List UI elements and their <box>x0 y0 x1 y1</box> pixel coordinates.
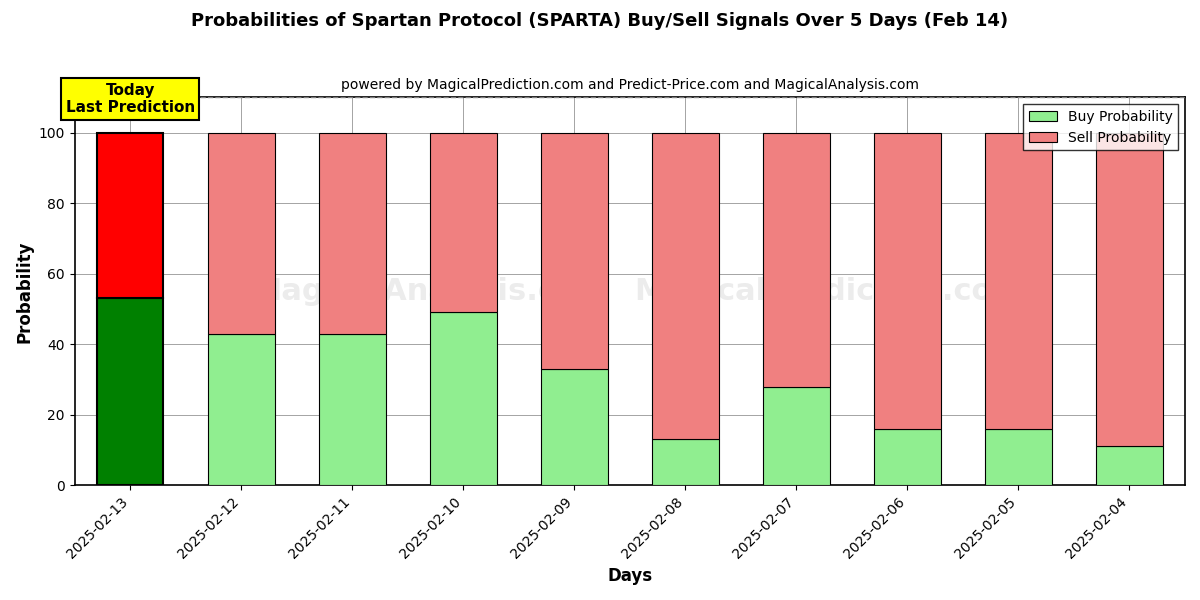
Bar <box>541 369 607 485</box>
Bar <box>874 133 941 429</box>
Bar <box>985 133 1051 429</box>
Bar <box>208 133 275 334</box>
Bar <box>319 334 385 485</box>
Bar <box>97 133 163 298</box>
Text: MagicalPrediction.com: MagicalPrediction.com <box>635 277 1025 306</box>
Text: MagicalAnalysis.com: MagicalAnalysis.com <box>251 277 608 306</box>
Bar <box>1096 133 1163 446</box>
Text: Probabilities of Spartan Protocol (SPARTA) Buy/Sell Signals Over 5 Days (Feb 14): Probabilities of Spartan Protocol (SPART… <box>192 12 1008 30</box>
Bar <box>763 133 829 386</box>
Text: Today
Last Prediction: Today Last Prediction <box>66 83 194 115</box>
Title: powered by MagicalPrediction.com and Predict-Price.com and MagicalAnalysis.com: powered by MagicalPrediction.com and Pre… <box>341 78 919 92</box>
Legend: Buy Probability, Sell Probability: Buy Probability, Sell Probability <box>1024 104 1178 151</box>
Bar <box>430 313 497 485</box>
X-axis label: Days: Days <box>607 567 653 585</box>
Bar <box>97 298 163 485</box>
Bar <box>763 386 829 485</box>
Bar <box>541 133 607 369</box>
Bar <box>1096 446 1163 485</box>
Bar <box>208 334 275 485</box>
Bar <box>430 133 497 313</box>
Bar <box>874 429 941 485</box>
Bar <box>652 133 719 439</box>
Bar <box>319 133 385 334</box>
Y-axis label: Probability: Probability <box>16 240 34 343</box>
Bar <box>652 439 719 485</box>
Bar <box>985 429 1051 485</box>
